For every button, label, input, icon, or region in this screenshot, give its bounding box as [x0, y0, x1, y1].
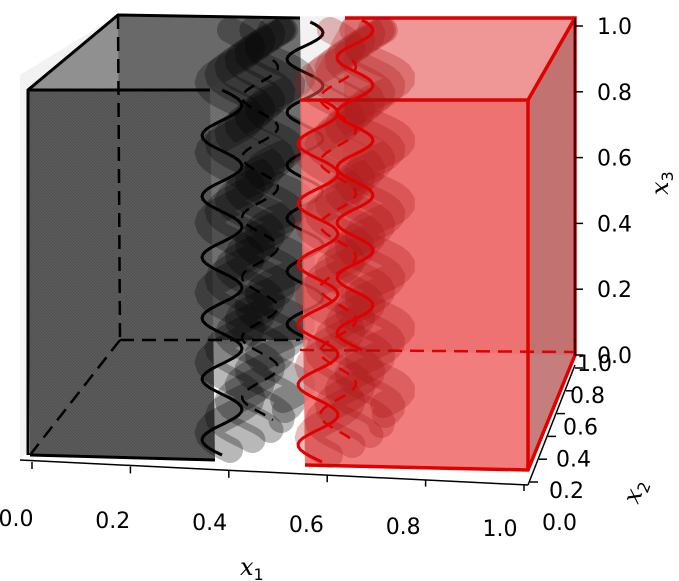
black-front-face: [28, 90, 215, 460]
red-interface-shadow: [334, 17, 406, 428]
red-interface-line-back: [335, 18, 375, 352]
x3-tick-label: 0.2: [597, 278, 632, 303]
red-interface-shadow: [324, 17, 396, 438]
x3-tick-label: 0.8: [597, 81, 632, 106]
black-interface-shadow: [224, 17, 296, 433]
x2-tick-label: 0.6: [563, 416, 598, 441]
x3-tick-label: 1.0: [597, 15, 632, 40]
x3-tick-label: 0.0: [597, 344, 632, 369]
x1-tick-label: 0.2: [95, 509, 130, 534]
black-edge: [26, 13, 301, 455]
x1-axis-label: x1: [240, 553, 264, 581]
x3-tick-label: 0.6: [597, 147, 632, 172]
black-interface-line: [200, 88, 244, 457]
black-interface-shadow: [234, 17, 306, 423]
x1-axis: 0.0 0.2 0.4 0.6 0.8 1.0 x1: [0, 459, 529, 581]
x2-axis-label: x2: [617, 475, 654, 508]
x2-tick-label: 0.0: [542, 511, 577, 536]
x1-tick-label: 0.0: [0, 507, 34, 532]
x1-tick-label: 0.4: [192, 511, 227, 536]
x3-axis: 0.0 0.2 0.4 0.6 0.8 1.0 x3: [574, 15, 677, 369]
x3-axis-label: x3: [646, 171, 677, 195]
black-interface: [194, 17, 325, 463]
red-interface: [294, 17, 415, 468]
red-interface-shadow: [314, 17, 386, 448]
red-hidden-edges: [299, 348, 576, 354]
black-edge-bottom: [29, 453, 216, 462]
x2-tick-label: 0.2: [549, 479, 584, 504]
red-interface-line: [296, 98, 340, 464]
x2-tick-label: 0.4: [556, 447, 591, 472]
black-region: [26, 13, 305, 462]
black-hidden-edges: [29, 14, 300, 456]
x2-tick-label: 1.0: [577, 352, 612, 377]
x1-tick-label: 0.8: [386, 515, 421, 540]
x3-tick-label: 0.4: [597, 212, 632, 237]
black-interface-shadow: [245, 17, 315, 413]
x1-tick-label: 1.0: [483, 517, 518, 542]
x1-tick-label: 0.6: [289, 513, 324, 538]
black-interface-dashed: [240, 59, 280, 422]
x2-tick-label: 0.8: [570, 384, 605, 409]
black-interface-shadow: [194, 17, 266, 463]
black-interface-shadow: [214, 17, 286, 443]
red-side-face: [528, 18, 575, 470]
red-interface-shadow: [345, 17, 415, 418]
black-interface-shadow: [204, 17, 276, 453]
